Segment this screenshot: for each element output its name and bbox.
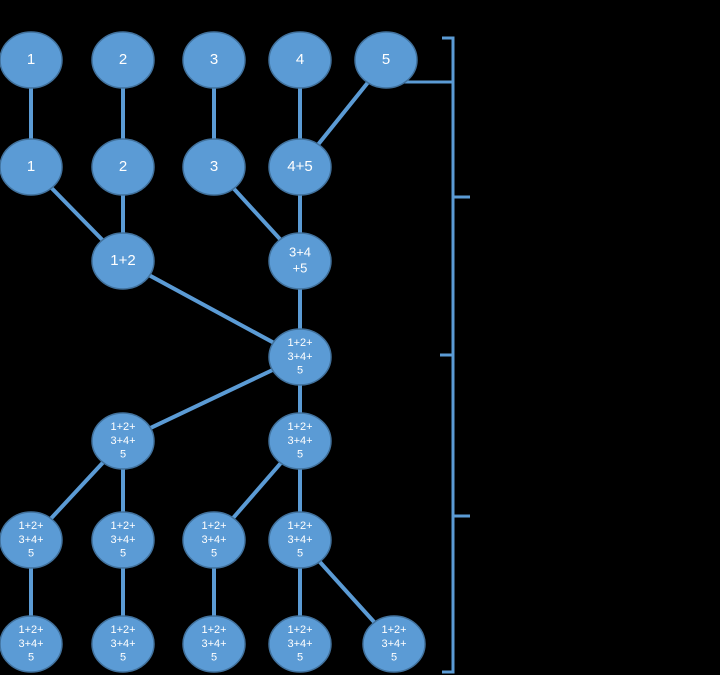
- node-label-line: 1+2+: [287, 624, 312, 636]
- node-r1c3: 4+5: [268, 138, 332, 196]
- node-r0c4: 5: [354, 31, 418, 89]
- node-label-line: 1+2+: [18, 624, 43, 636]
- node-label-line: 5: [211, 652, 217, 664]
- node-r5c2: 1+2+ 3+4+ 5: [182, 511, 246, 569]
- node-label-line: 3+4+: [201, 638, 226, 650]
- node-label-line: 1+2+: [18, 520, 43, 532]
- node-label-line: 3: [210, 158, 218, 175]
- edge-r3c3-r4c1: [122, 355, 301, 443]
- node-label-line: 1+2+: [287, 421, 312, 433]
- node-r0c2: 3: [182, 31, 246, 89]
- node-ellipse: [91, 412, 155, 470]
- node-ellipse: [354, 31, 418, 89]
- node-label-line: 3+4: [289, 244, 311, 259]
- node-label-line: 3+4+: [110, 534, 135, 546]
- node-ellipse: [91, 511, 155, 569]
- node-r1c2: 3: [182, 138, 246, 196]
- node-ellipse: [182, 138, 246, 196]
- node-label-line: 3: [210, 51, 218, 68]
- node-r2c1: 1+2: [91, 232, 155, 290]
- node-label-line: 3+4+: [201, 534, 226, 546]
- node-label-line: 5: [297, 652, 303, 664]
- node-label-line: +5: [293, 261, 308, 276]
- node-label-line: 5: [28, 652, 34, 664]
- node-label-line: 5: [120, 449, 126, 461]
- node-label-line: 1+2+: [287, 337, 312, 349]
- node-r0c0: 1: [0, 31, 63, 89]
- node-r0c1: 2: [91, 31, 155, 89]
- right-bracket: [400, 36, 470, 674]
- node-r2c3: 3+4+5: [268, 232, 332, 290]
- node-label-line: 5: [297, 548, 303, 560]
- node-label-line: 3+4+: [381, 638, 406, 650]
- node-r0c3: 4: [268, 31, 332, 89]
- node-ellipse: [182, 31, 246, 89]
- node-label-line: 3+4+: [110, 435, 135, 447]
- node-r5c0: 1+2+ 3+4+ 5: [0, 511, 63, 569]
- node-r6c1: 1+2+ 3+4+ 5: [91, 615, 155, 673]
- node-label-line: 5: [28, 548, 34, 560]
- node-label-line: 1+2+: [110, 421, 135, 433]
- node-r6c3: 1+2+ 3+4+ 5: [268, 615, 332, 673]
- node-ellipse: [0, 138, 63, 196]
- node-r4c3: 1+2+ 3+4+ 5: [268, 412, 332, 470]
- node-label-line: 1+2+: [287, 520, 312, 532]
- node-label-line: 1+2: [110, 252, 135, 269]
- node-label-line: 5: [120, 652, 126, 664]
- node-r6c2: 1+2+ 3+4+ 5: [182, 615, 246, 673]
- node-ellipse: [268, 138, 332, 196]
- node-label-line: 1+2+: [201, 624, 226, 636]
- node-label-line: 5: [297, 449, 303, 461]
- node-label-line: 1: [27, 51, 35, 68]
- node-label-line: 1+2+: [201, 520, 226, 532]
- node-label-line: 4+5: [287, 158, 312, 175]
- node-label-line: 2: [119, 158, 127, 175]
- node-label-line: 5: [297, 365, 303, 377]
- node-ellipse: [0, 615, 63, 673]
- node-label-line: 1+2+: [110, 520, 135, 532]
- node-ellipse: [268, 615, 332, 673]
- node-r6c0: 1+2+ 3+4+ 5: [0, 615, 63, 673]
- node-ellipse: [182, 511, 246, 569]
- node-r4c1: 1+2+ 3+4+ 5: [91, 412, 155, 470]
- node-label-line: 1: [27, 158, 35, 175]
- node-r5c1: 1+2+ 3+4+ 5: [91, 511, 155, 569]
- node-label-line: 5: [120, 548, 126, 560]
- nodes-layer: 1 2 3 4 51 2 3 4+51+23+4+51+2+3+4+51+2+3+4+51+2…: [0, 31, 426, 673]
- node-label-line: 5: [391, 652, 397, 664]
- node-ellipse: [91, 31, 155, 89]
- node-label-line: 3+4+: [287, 638, 312, 650]
- node-ellipse: [268, 232, 332, 290]
- node-label-line: 2: [119, 51, 127, 68]
- node-ellipse: [182, 615, 246, 673]
- node-ellipse: [0, 31, 63, 89]
- node-ellipse: [268, 31, 332, 89]
- node-ellipse: [0, 511, 63, 569]
- node-label-line: 3+4+: [287, 534, 312, 546]
- node-label-line: 3+4+: [18, 638, 43, 650]
- node-r3c3: 1+2+ 3+4+ 5: [268, 328, 332, 386]
- node-label-line: 3+4+: [18, 534, 43, 546]
- node-ellipse: [268, 328, 332, 386]
- node-ellipse: [362, 615, 426, 673]
- node-label-line: 5: [211, 548, 217, 560]
- node-label-line: 1+2+: [381, 624, 406, 636]
- node-label-line: 3+4+: [110, 638, 135, 650]
- node-ellipse: [91, 615, 155, 673]
- node-label-line: 3+4+: [287, 351, 312, 363]
- node-ellipse: [91, 138, 155, 196]
- node-r6c4: 1+2+ 3+4+ 5: [362, 615, 426, 673]
- node-r5c3: 1+2+ 3+4+ 5: [268, 511, 332, 569]
- node-label-line: 3+4+: [287, 435, 312, 447]
- node-ellipse: [91, 232, 155, 290]
- node-label-line: 5: [382, 51, 390, 68]
- node-ellipse: [268, 511, 332, 569]
- node-label-line: 4: [296, 51, 304, 68]
- node-label-line: 1+2+: [110, 624, 135, 636]
- edge-r2c1-r3c3: [122, 259, 301, 359]
- node-ellipse: [268, 412, 332, 470]
- node-r1c0: 1: [0, 138, 63, 196]
- node-r1c1: 2: [91, 138, 155, 196]
